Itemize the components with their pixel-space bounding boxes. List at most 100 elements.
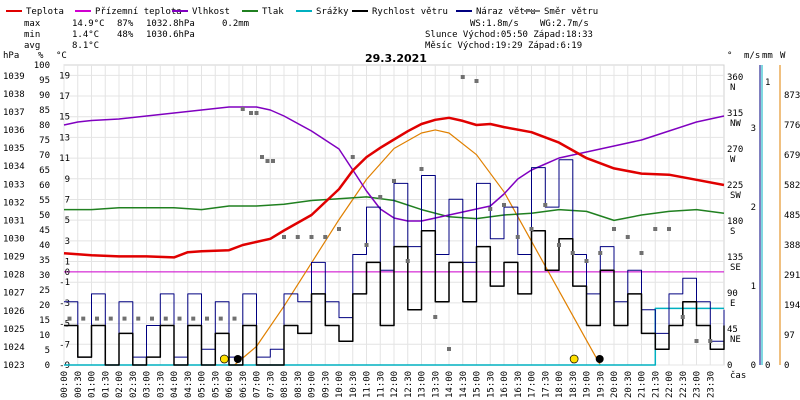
wind-dir-point [122, 316, 127, 321]
wind-dir-point [680, 315, 685, 319]
pct-tick-label: 5 [45, 346, 50, 356]
time-tick-label: 23:30 [706, 371, 716, 398]
wind-dir-point [653, 227, 658, 231]
dir-tick-label: 270 [727, 145, 743, 155]
wind-dir-point [249, 111, 253, 115]
c-tick-label: 3 [65, 237, 70, 247]
time-tick-label: 23:00 [693, 371, 703, 398]
wind-dir-point [95, 316, 99, 321]
mm-tick-label: 1 [765, 78, 770, 88]
pct-tick-label: 95 [39, 76, 50, 86]
ms-tick-label: 3 [751, 124, 756, 134]
axis-label-mm: mm [762, 51, 773, 61]
pct-tick-label: 70 [39, 151, 50, 161]
time-tick-label: 06:30 [239, 371, 249, 398]
dir-tick-compass: NW [730, 119, 741, 129]
ms-tick-label: 2 [751, 203, 756, 213]
axis-label-deg: ° [727, 51, 732, 61]
hpa-tick-label: 1036 [3, 126, 25, 136]
hpa-tick-label: 1031 [3, 216, 25, 226]
c-tick-label: 1 [65, 258, 70, 268]
hpa-tick-label: 1037 [3, 108, 25, 118]
wind-dir-point [557, 243, 561, 247]
c-tick-label: -1 [59, 278, 70, 288]
pct-tick-label: 80 [39, 121, 50, 131]
time-tick-label: 11:00 [363, 371, 373, 398]
hpa-tick-label: 1032 [3, 198, 25, 208]
w-tick-label: 194 [784, 301, 800, 311]
time-tick-label: 07:00 [253, 371, 263, 398]
wind-dir-point [515, 235, 520, 239]
dir-tick-label: 225 [727, 181, 743, 191]
wind-dir-point [295, 235, 300, 239]
dir-tick-compass: SW [730, 191, 741, 201]
stats-min-temp: 1.4°C [72, 30, 99, 40]
wind-dir-point [136, 316, 141, 321]
legend-label: Teplota [26, 7, 64, 17]
pct-tick-label: 55 [39, 196, 50, 206]
wind-dir-point [108, 316, 113, 321]
hpa-tick-label: 1025 [3, 325, 25, 335]
hpa-tick-label: 1030 [3, 234, 25, 244]
axes: 1039103810371036103510341033103210311030… [3, 61, 800, 398]
legend-label: Vlhkost [192, 7, 230, 17]
wind-dir-point [282, 235, 286, 239]
c-tick-label: 13 [59, 133, 70, 143]
pct-tick-label: 40 [39, 241, 50, 251]
stats-min-press: 1030.6hPa [146, 30, 195, 40]
legend: Teplota Přízemní teplota Vlhkost Tlak Srážky… [6, 7, 598, 17]
legend-label: Přízemní teplota [95, 7, 182, 17]
moon-moonset-marker [233, 355, 242, 363]
pct-tick-label: 100 [34, 61, 50, 71]
time-tick-label: 18:00 [555, 371, 565, 398]
c-tick-label: 0 [65, 268, 70, 278]
dir-tick-label: 180 [727, 217, 743, 227]
wind-speed-line [64, 230, 725, 366]
axis-label-w: W [780, 51, 786, 61]
time-tick-label: 14:00 [445, 371, 455, 398]
wind-dir-point [502, 203, 506, 207]
dir-tick-compass: SE [730, 263, 741, 273]
dir-tick-compass: E [730, 299, 735, 309]
time-tick-label: 11:30 [376, 371, 386, 398]
time-tick-label: 02:00 [115, 371, 125, 398]
time-tick-label: 20:00 [610, 371, 620, 398]
stats-wg: WG:2.7m/s [540, 19, 589, 29]
dir-tick-label: 135 [727, 253, 743, 263]
hpa-tick-label: 1024 [3, 343, 25, 353]
wind-dir-point [150, 316, 154, 321]
sun-sunrise-marker [219, 354, 229, 364]
wind-dir-point [364, 243, 369, 247]
time-tick-label: 08:00 [280, 371, 290, 398]
hpa-tick-label: 1026 [3, 307, 25, 317]
c-tick-label: -3 [59, 299, 70, 309]
w-tick-label: 388 [784, 241, 800, 251]
legend-label: Náraz větru [476, 7, 536, 17]
time-tick-label: 22:30 [679, 371, 689, 398]
pct-tick-label: 20 [39, 301, 50, 311]
time-tick-label: 15:00 [473, 371, 483, 398]
time-tick-label: 09:00 [308, 371, 318, 398]
w-tick-label: 97 [784, 331, 795, 341]
wind-dir-point [378, 195, 383, 199]
stats-avg-temp: 8.1°C [72, 41, 99, 51]
legend-label: Srážky [316, 7, 349, 17]
chart-title: 29.3.2021 [365, 52, 427, 65]
moon-moonrise-marker [595, 355, 604, 363]
pct-tick-label: 60 [39, 181, 50, 191]
wind-dir-point [708, 339, 713, 343]
wind-dir-point [323, 235, 328, 239]
stats-max-rain: 0.2mm [222, 19, 249, 29]
time-tick-label: 20:30 [624, 371, 634, 398]
wind-dir-point [350, 155, 355, 159]
wind-dir-point [598, 251, 603, 255]
wind-dir-point [419, 167, 424, 171]
axis-label-pct: % [38, 51, 44, 61]
wind-dir-point [625, 235, 630, 239]
wind-dir-point [265, 159, 270, 163]
wind-dir-point [260, 155, 264, 159]
dir-tick-compass: W [730, 155, 736, 165]
time-tick-label: 08:30 [294, 371, 304, 398]
dir-tick-compass: NE [730, 335, 741, 345]
time-tick-label: 09:30 [321, 371, 331, 398]
